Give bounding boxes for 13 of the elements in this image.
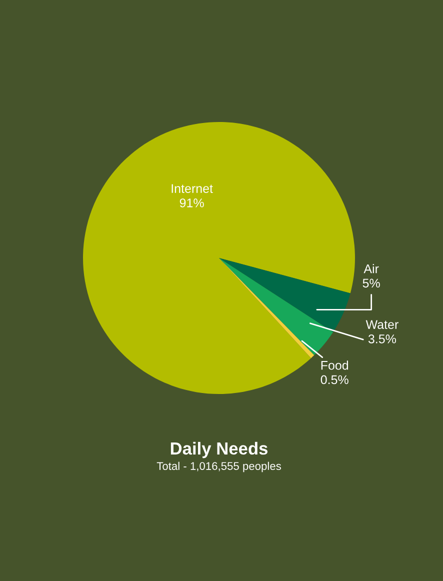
- slice-label: Food: [321, 360, 348, 370]
- data-label: 91%: [180, 198, 204, 208]
- data-label: 5%: [362, 278, 380, 288]
- pie-slice: [83, 122, 355, 394]
- text: Total - 1,016,555 peoples: [156, 462, 281, 472]
- slice-label: Internet: [172, 184, 213, 193]
- text: Daily Needs: [170, 442, 268, 458]
- pie-slice: [219, 258, 350, 332]
- pie-slice: [219, 258, 334, 356]
- slice-label: Water: [366, 320, 398, 329]
- slice-label: Air: [364, 264, 379, 274]
- data-label: 0.5%: [320, 375, 348, 384]
- data-label: 3.5%: [368, 334, 396, 344]
